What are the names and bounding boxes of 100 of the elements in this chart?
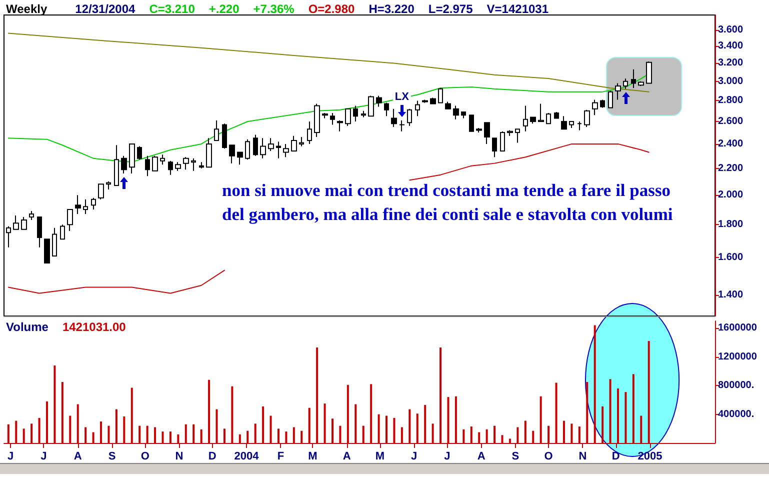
candlestick	[515, 128, 520, 144]
x-tick-label: A	[74, 450, 82, 462]
y-tick-label: 2.600	[718, 116, 744, 127]
candlestick	[75, 194, 81, 214]
candlestick	[646, 60, 652, 84]
candlestick	[554, 111, 559, 119]
annotation: L=2.975	[428, 2, 473, 16]
x-tick-label: M	[308, 450, 318, 462]
line-series	[8, 270, 225, 294]
candlestick	[52, 227, 57, 256]
candlestick	[538, 103, 544, 122]
chart-title: Volume	[6, 320, 48, 334]
candlestick	[330, 112, 335, 126]
x-tick-label: O	[544, 450, 554, 462]
candlestick	[129, 143, 135, 174]
candlestick	[623, 78, 628, 90]
candlestick	[469, 114, 474, 132]
candlestick	[484, 122, 490, 144]
candlestick	[67, 209, 73, 232]
candlestick	[523, 105, 528, 132]
x-tick-label: F	[277, 450, 284, 462]
candlestick	[13, 214, 19, 230]
y-tick-label: 2.200	[718, 162, 744, 174]
candlestick	[291, 135, 297, 152]
x-tick-label: D	[208, 450, 216, 462]
candlestick	[361, 110, 366, 118]
line-series	[8, 32, 650, 92]
candlestick	[492, 138, 497, 158]
x-tick-label: S	[108, 450, 116, 462]
x-tick-label: J	[8, 450, 14, 462]
candlestick	[98, 184, 104, 200]
candlestick	[476, 128, 482, 133]
candlestick	[438, 87, 443, 104]
candlestick	[368, 95, 374, 117]
candlestick	[391, 108, 397, 128]
candlestick	[314, 103, 320, 138]
candlestick	[592, 99, 598, 116]
candlestick	[615, 82, 621, 100]
y-tick-label: 1200000	[718, 351, 758, 362]
y-tick-label: 3.400	[718, 40, 744, 52]
line-series	[409, 143, 650, 181]
candlestick	[500, 130, 505, 152]
candlestick	[561, 116, 567, 130]
y-tick-label: 1600000	[718, 322, 758, 334]
candlestick	[530, 116, 536, 124]
candlestick	[430, 97, 436, 104]
annotation: +7.36%	[253, 2, 294, 16]
y-tick-label: 3.600	[718, 24, 744, 36]
candlestick	[44, 238, 50, 264]
y-tick-label: 3.200	[718, 58, 744, 69]
candlestick	[461, 111, 466, 119]
candlestick	[276, 141, 281, 159]
candlestick	[121, 155, 127, 174]
candlestick	[415, 100, 420, 117]
y-tick-label: 1.400	[718, 290, 744, 301]
candlestick	[422, 99, 428, 104]
candlestick	[631, 68, 636, 88]
candlestick	[600, 99, 605, 108]
y-tick-label: 800000.	[718, 380, 754, 392]
candlestick	[60, 224, 65, 240]
candlestick	[638, 80, 644, 87]
x-tick-label: A	[342, 450, 351, 462]
y-tick-label: 3.000	[718, 76, 744, 87]
candlestick	[106, 180, 111, 190]
y-tick-label: 1.600	[718, 252, 744, 264]
x-tick-label: J	[40, 450, 47, 462]
x-tick-label: S	[512, 450, 520, 462]
annotation: 12/31/2004	[75, 2, 136, 16]
candlestick	[399, 120, 405, 132]
candlestick	[214, 120, 219, 141]
candlestick	[91, 197, 96, 210]
candlestick	[6, 226, 11, 248]
candlestick	[237, 152, 243, 166]
candlestick	[384, 102, 389, 117]
candlestick	[183, 156, 189, 170]
y-tick-label: 400000.	[718, 408, 754, 420]
candlestick	[175, 162, 181, 172]
annotation: C=3.210	[149, 2, 195, 16]
candlestick	[137, 146, 142, 160]
x-tick-label: A	[477, 450, 486, 462]
candlestick	[322, 112, 328, 119]
candlestick	[145, 155, 150, 177]
candlestick	[376, 95, 382, 108]
candlestick	[160, 154, 165, 166]
candlestick	[268, 138, 274, 152]
x-tick-label: D	[612, 450, 620, 462]
candlestick	[114, 144, 119, 186]
candlestick	[584, 109, 590, 128]
chart-title: Weekly	[6, 2, 48, 16]
y-tick-label: 2.800	[718, 95, 744, 106]
candlestick	[222, 123, 227, 150]
candlestick	[569, 120, 574, 129]
candlestick	[353, 105, 358, 122]
candlestick	[283, 143, 289, 158]
annotation: non si muove mai con trend costanti ma tende a fare il passo del gambero, ma alla fine dei conti sale e stavolta con volumi	[222, 179, 674, 226]
candlestick	[229, 144, 235, 164]
candlestick	[152, 155, 158, 172]
x-tick-label: M	[375, 450, 384, 462]
candlestick	[21, 216, 27, 230]
candlestick	[445, 101, 451, 110]
